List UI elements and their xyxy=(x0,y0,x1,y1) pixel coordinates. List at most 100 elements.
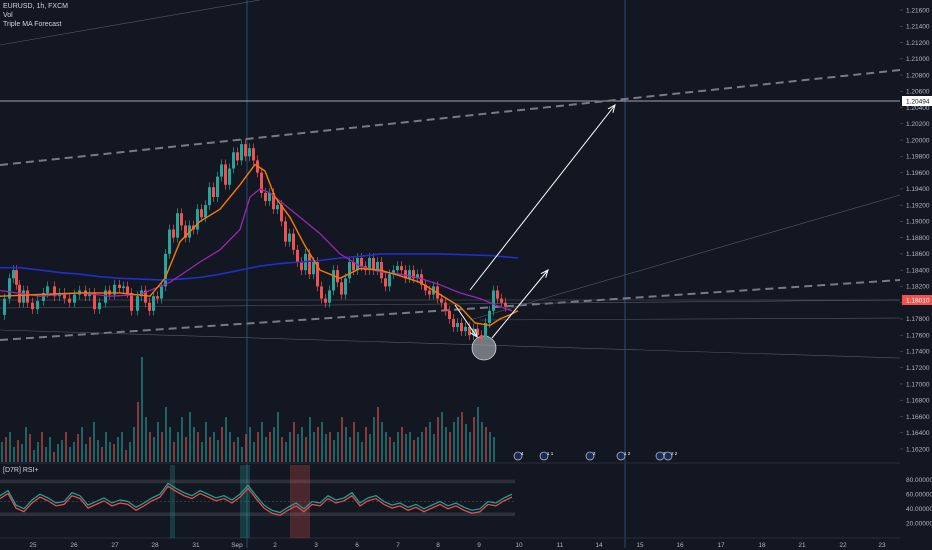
candle-body xyxy=(15,270,18,285)
rsi-indicator-label[interactable]: [D7R] RSI+ xyxy=(3,467,39,474)
candle-body xyxy=(118,284,121,289)
volume-bar xyxy=(49,437,51,462)
candle-body xyxy=(320,286,323,299)
price-series xyxy=(3,139,507,345)
price-tick-label: 1.16600 xyxy=(906,414,930,421)
volume-bar xyxy=(261,422,263,462)
volume-bar xyxy=(205,422,207,462)
forecast-arrows[interactable] xyxy=(454,103,616,339)
forecast-arrow-secondary xyxy=(491,269,549,339)
volume-bar xyxy=(229,432,231,462)
volume-bar xyxy=(349,437,351,462)
candle-body xyxy=(260,172,263,193)
volume-bar xyxy=(477,407,479,462)
candle-body xyxy=(428,290,431,295)
volume-bar xyxy=(397,432,399,462)
volume-bar xyxy=(421,432,423,462)
volume-bar xyxy=(365,427,367,462)
candle-body xyxy=(412,270,415,279)
down-arrow-head xyxy=(469,329,478,339)
candle-body xyxy=(292,233,295,250)
volume-bar xyxy=(465,424,467,462)
price-tick-label: 1.17000 xyxy=(906,381,930,388)
candle-body xyxy=(184,225,187,238)
time-tick-label: 18 xyxy=(758,542,766,549)
volume-bars xyxy=(1,357,495,462)
candle-body xyxy=(264,192,267,202)
price-tick-label: 1.17600 xyxy=(906,332,930,339)
volume-bar xyxy=(297,434,299,462)
ma-slow-line xyxy=(0,253,519,281)
candle-body xyxy=(160,286,163,299)
volume-bar xyxy=(217,440,219,462)
volume-bar xyxy=(153,437,155,462)
candle-body xyxy=(296,249,299,263)
volume-bar xyxy=(125,450,127,462)
volume-bar xyxy=(77,434,79,462)
candle-body xyxy=(268,192,271,202)
candle-body xyxy=(53,286,56,297)
candle-body xyxy=(384,278,387,287)
volume-bar xyxy=(425,427,427,462)
candle-body xyxy=(312,262,315,275)
volume-bar xyxy=(269,432,271,462)
time-tick-label: 9 xyxy=(477,542,481,549)
volume-bar xyxy=(193,427,195,462)
candle-body xyxy=(492,290,495,311)
candle-body xyxy=(284,221,287,242)
candle-body xyxy=(180,213,183,226)
candle-body xyxy=(500,298,503,303)
volume-bar xyxy=(329,432,331,462)
volume-bar xyxy=(369,434,371,462)
candle-body xyxy=(176,213,179,238)
time-tick-label: 15 xyxy=(636,542,644,549)
volume-indicator-label[interactable]: Vol xyxy=(3,12,13,19)
event-badge-label: 2 2 xyxy=(671,451,678,456)
chart-legend: EURUSD, 1h, FXCM Vol Triple MA Forecast xyxy=(3,2,68,29)
event-badge xyxy=(616,451,626,461)
candle-body xyxy=(104,290,107,303)
volume-bar xyxy=(453,422,455,462)
volume-bar xyxy=(405,434,407,462)
candle-body xyxy=(360,257,363,267)
rsi-axis[interactable]: 80.000000 60.000000 40.000000 20.000000 xyxy=(906,477,932,528)
price-tick-label: 1.21600 xyxy=(906,7,930,14)
drawing-tools[interactable] xyxy=(0,0,901,361)
price-tick-label: 1.18800 xyxy=(906,235,930,242)
volume-bar xyxy=(309,417,311,462)
target-price-tag xyxy=(902,96,932,106)
volume-bar xyxy=(401,427,403,462)
price-axis[interactable]: 1.21600 1.21400 1.21200 1.21000 1.20800 1.206… xyxy=(900,0,932,550)
candle-body xyxy=(136,296,139,311)
volume-bar xyxy=(53,452,55,462)
candle-body xyxy=(324,298,327,303)
forecast-arrow-secondary-head xyxy=(540,269,549,278)
candle-body xyxy=(216,176,219,197)
time-tick-label: 14 xyxy=(595,542,603,549)
volume-bar xyxy=(17,440,19,462)
indicator-label[interactable]: Triple MA Forecast xyxy=(3,21,62,28)
time-tick-label: 2 xyxy=(273,542,277,549)
price-tick-label: 1.19800 xyxy=(906,154,930,161)
volume-bar xyxy=(33,450,35,462)
symbol-label[interactable]: EURUSD, 1h, FXCM xyxy=(3,3,68,10)
volume-bar xyxy=(337,432,339,462)
volume-bar xyxy=(373,417,375,462)
candle-body xyxy=(276,205,279,210)
volume-bar xyxy=(249,427,251,462)
trend-line xyxy=(0,0,261,46)
candle-body xyxy=(46,286,49,293)
time-axis[interactable]: 25 26 27 28 31 Sep 2 3 6 7 8 9 10 11 14 15 16 17 18 21 22 23 xyxy=(29,542,886,549)
current-price-value: 1.18010 xyxy=(906,298,930,305)
rsi-tick-label: 80.000000 xyxy=(906,477,932,484)
volume-bar xyxy=(301,427,303,462)
candle-body xyxy=(204,205,207,218)
time-tick-label: 31 xyxy=(192,542,200,549)
time-tick-label: 8 xyxy=(436,542,440,549)
price-tick-label: 1.19400 xyxy=(906,186,930,193)
time-tick-label: 6 xyxy=(355,542,359,549)
volume-bar xyxy=(109,442,111,462)
volume-bar xyxy=(69,447,71,462)
